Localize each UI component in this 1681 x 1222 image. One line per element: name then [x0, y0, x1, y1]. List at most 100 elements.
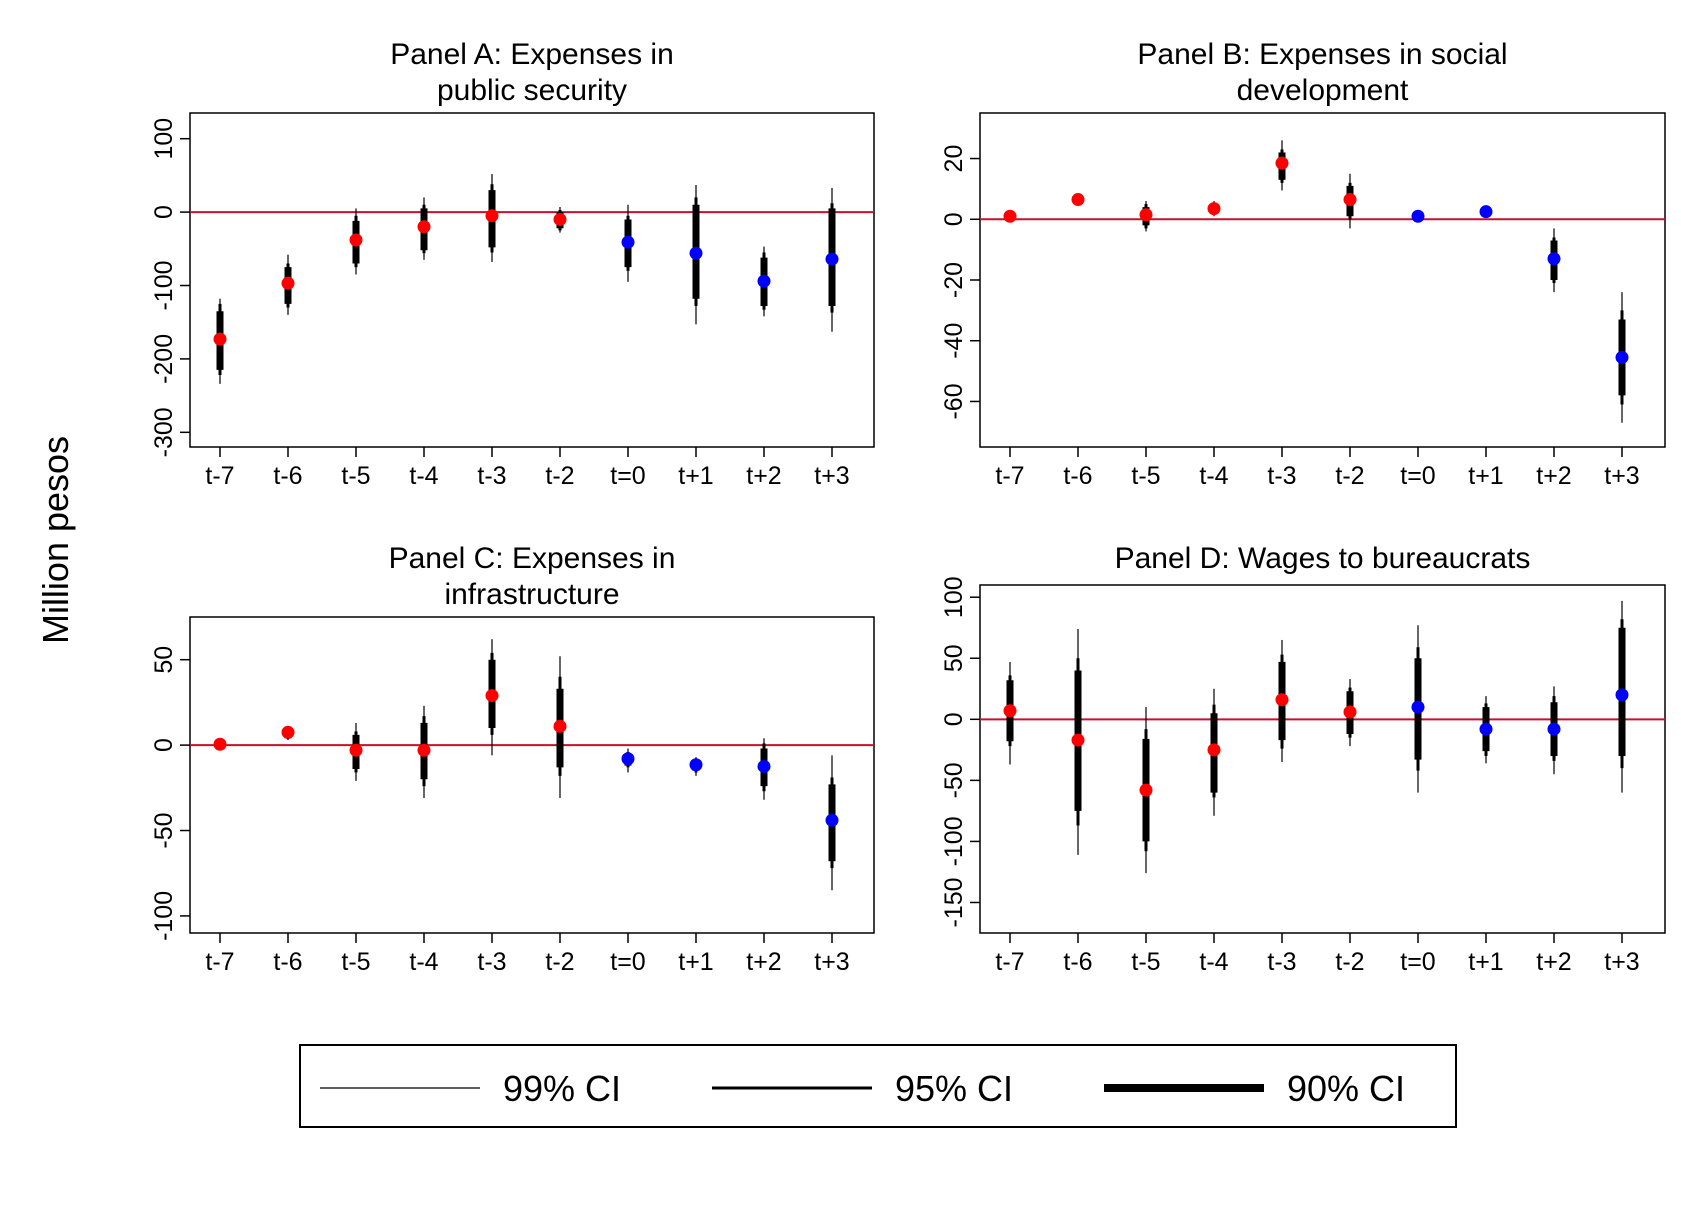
y-tick-label: 100 — [940, 576, 968, 618]
point-estimate — [1615, 350, 1629, 364]
x-tick-label: t+3 — [814, 948, 849, 976]
point-estimate — [1139, 783, 1153, 797]
point-estimate — [1071, 193, 1085, 207]
x-tick-label: t+1 — [1468, 948, 1503, 976]
x-tick-label: t-3 — [1267, 948, 1296, 976]
x-tick-label: t-2 — [545, 462, 574, 490]
x-tick-label: t-6 — [273, 462, 302, 490]
point-estimate — [757, 759, 771, 773]
point-estimate — [1479, 205, 1493, 219]
x-tick-label: t-4 — [1199, 462, 1228, 490]
x-tick-label: t+3 — [1604, 462, 1639, 490]
point-estimate — [1343, 705, 1357, 719]
x-tick-label: t-5 — [341, 462, 370, 490]
panel-d: Panel D: Wages to bureaucrats 100 50 0 -50 -1… — [940, 542, 1666, 976]
x-tick-label: t+3 — [1604, 948, 1639, 976]
legend-box — [299, 1044, 1457, 1128]
point-estimate — [1343, 193, 1357, 207]
plot-frame — [189, 112, 875, 448]
x-tick-label: t+2 — [1536, 948, 1571, 976]
point-estimate — [1411, 700, 1425, 714]
legend: 99% CI 95% CI 90% CI — [299, 1044, 1457, 1128]
x-tick-label: t=0 — [1400, 462, 1435, 490]
point-estimate — [1003, 209, 1017, 223]
y-axis-label: Million pesos — [35, 436, 76, 644]
y-tick-label: 0 — [150, 205, 178, 219]
x-tick-label: t-3 — [477, 462, 506, 490]
legend-label-99: 99% CI — [503, 1068, 621, 1109]
point-estimate — [485, 209, 499, 223]
point-estimate — [825, 252, 839, 266]
panel-title-line: Panel A: Expenses in — [390, 38, 674, 71]
x-tick-label: t-2 — [545, 948, 574, 976]
point-estimate — [213, 332, 227, 346]
point-estimate — [349, 743, 363, 757]
point-estimate — [689, 758, 703, 772]
panel-title-line: public security — [437, 74, 627, 107]
x-tick-label: t+1 — [678, 462, 713, 490]
y-tick-label: -40 — [940, 323, 968, 359]
x-tick-label: t-5 — [1131, 462, 1160, 490]
point-estimate — [1207, 202, 1221, 216]
x-tick-label: t-7 — [205, 462, 234, 490]
x-tick-label: t=0 — [1400, 948, 1435, 976]
point-estimate — [1003, 704, 1017, 718]
x-tick-label: t-4 — [409, 948, 438, 976]
x-tick-label: t-3 — [1267, 462, 1296, 490]
y-tick-label: -50 — [150, 812, 178, 848]
point-estimate — [1207, 743, 1221, 757]
panel-title-line: Panel C: Expenses in — [389, 542, 676, 575]
x-tick-label: t-7 — [995, 462, 1024, 490]
y-tick-label: -100 — [150, 891, 178, 941]
point-estimate — [1275, 693, 1289, 707]
panel-title-line: development — [1237, 74, 1409, 107]
y-tick-label: 0 — [150, 738, 178, 752]
y-tick-label: 100 — [150, 118, 178, 160]
y-tick-label: -60 — [940, 383, 968, 419]
x-tick-label: t+1 — [678, 948, 713, 976]
point-estimate — [553, 719, 567, 733]
point-estimate — [1275, 156, 1289, 170]
point-estimate — [417, 220, 431, 234]
legend-label-90: 90% CI — [1287, 1068, 1405, 1109]
x-tick-label: t+2 — [1536, 462, 1571, 490]
x-tick-label: t-2 — [1335, 948, 1364, 976]
x-tick-label: t-5 — [341, 948, 370, 976]
point-estimate — [621, 235, 635, 249]
plot-frame — [189, 616, 875, 934]
point-estimate — [213, 737, 227, 751]
y-tick-label: 50 — [940, 644, 968, 672]
x-tick-label: t-3 — [477, 948, 506, 976]
x-tick-label: t+3 — [814, 462, 849, 490]
y-tick-label: -50 — [940, 762, 968, 798]
y-tick-label: -150 — [940, 877, 968, 927]
plot-frame — [979, 112, 1666, 448]
point-estimate — [417, 743, 431, 757]
point-estimate — [1479, 722, 1493, 736]
y-tick-label: -200 — [150, 334, 178, 384]
point-estimate — [485, 689, 499, 703]
x-tick-label: t-7 — [205, 948, 234, 976]
point-estimate — [1139, 208, 1153, 222]
point-estimate — [825, 813, 839, 827]
point-estimate — [1547, 722, 1561, 736]
y-tick-label: -300 — [150, 407, 178, 457]
point-estimate — [757, 274, 771, 288]
y-tick-label: 0 — [940, 712, 968, 726]
x-tick-label: t-6 — [1063, 948, 1092, 976]
x-tick-label: t-2 — [1335, 462, 1364, 490]
plot-frame — [979, 584, 1666, 934]
point-estimate — [281, 276, 295, 290]
y-tick-label: 20 — [940, 145, 968, 173]
point-estimate — [1071, 733, 1085, 747]
point-estimate — [349, 233, 363, 247]
panel-title-line: infrastructure — [444, 578, 619, 611]
x-tick-label: t-5 — [1131, 948, 1160, 976]
y-tick-label: 50 — [150, 646, 178, 674]
panel-title-line: Panel D: Wages to bureaucrats — [1115, 542, 1531, 575]
x-tick-label: t-6 — [273, 948, 302, 976]
x-tick-label: t-4 — [409, 462, 438, 490]
